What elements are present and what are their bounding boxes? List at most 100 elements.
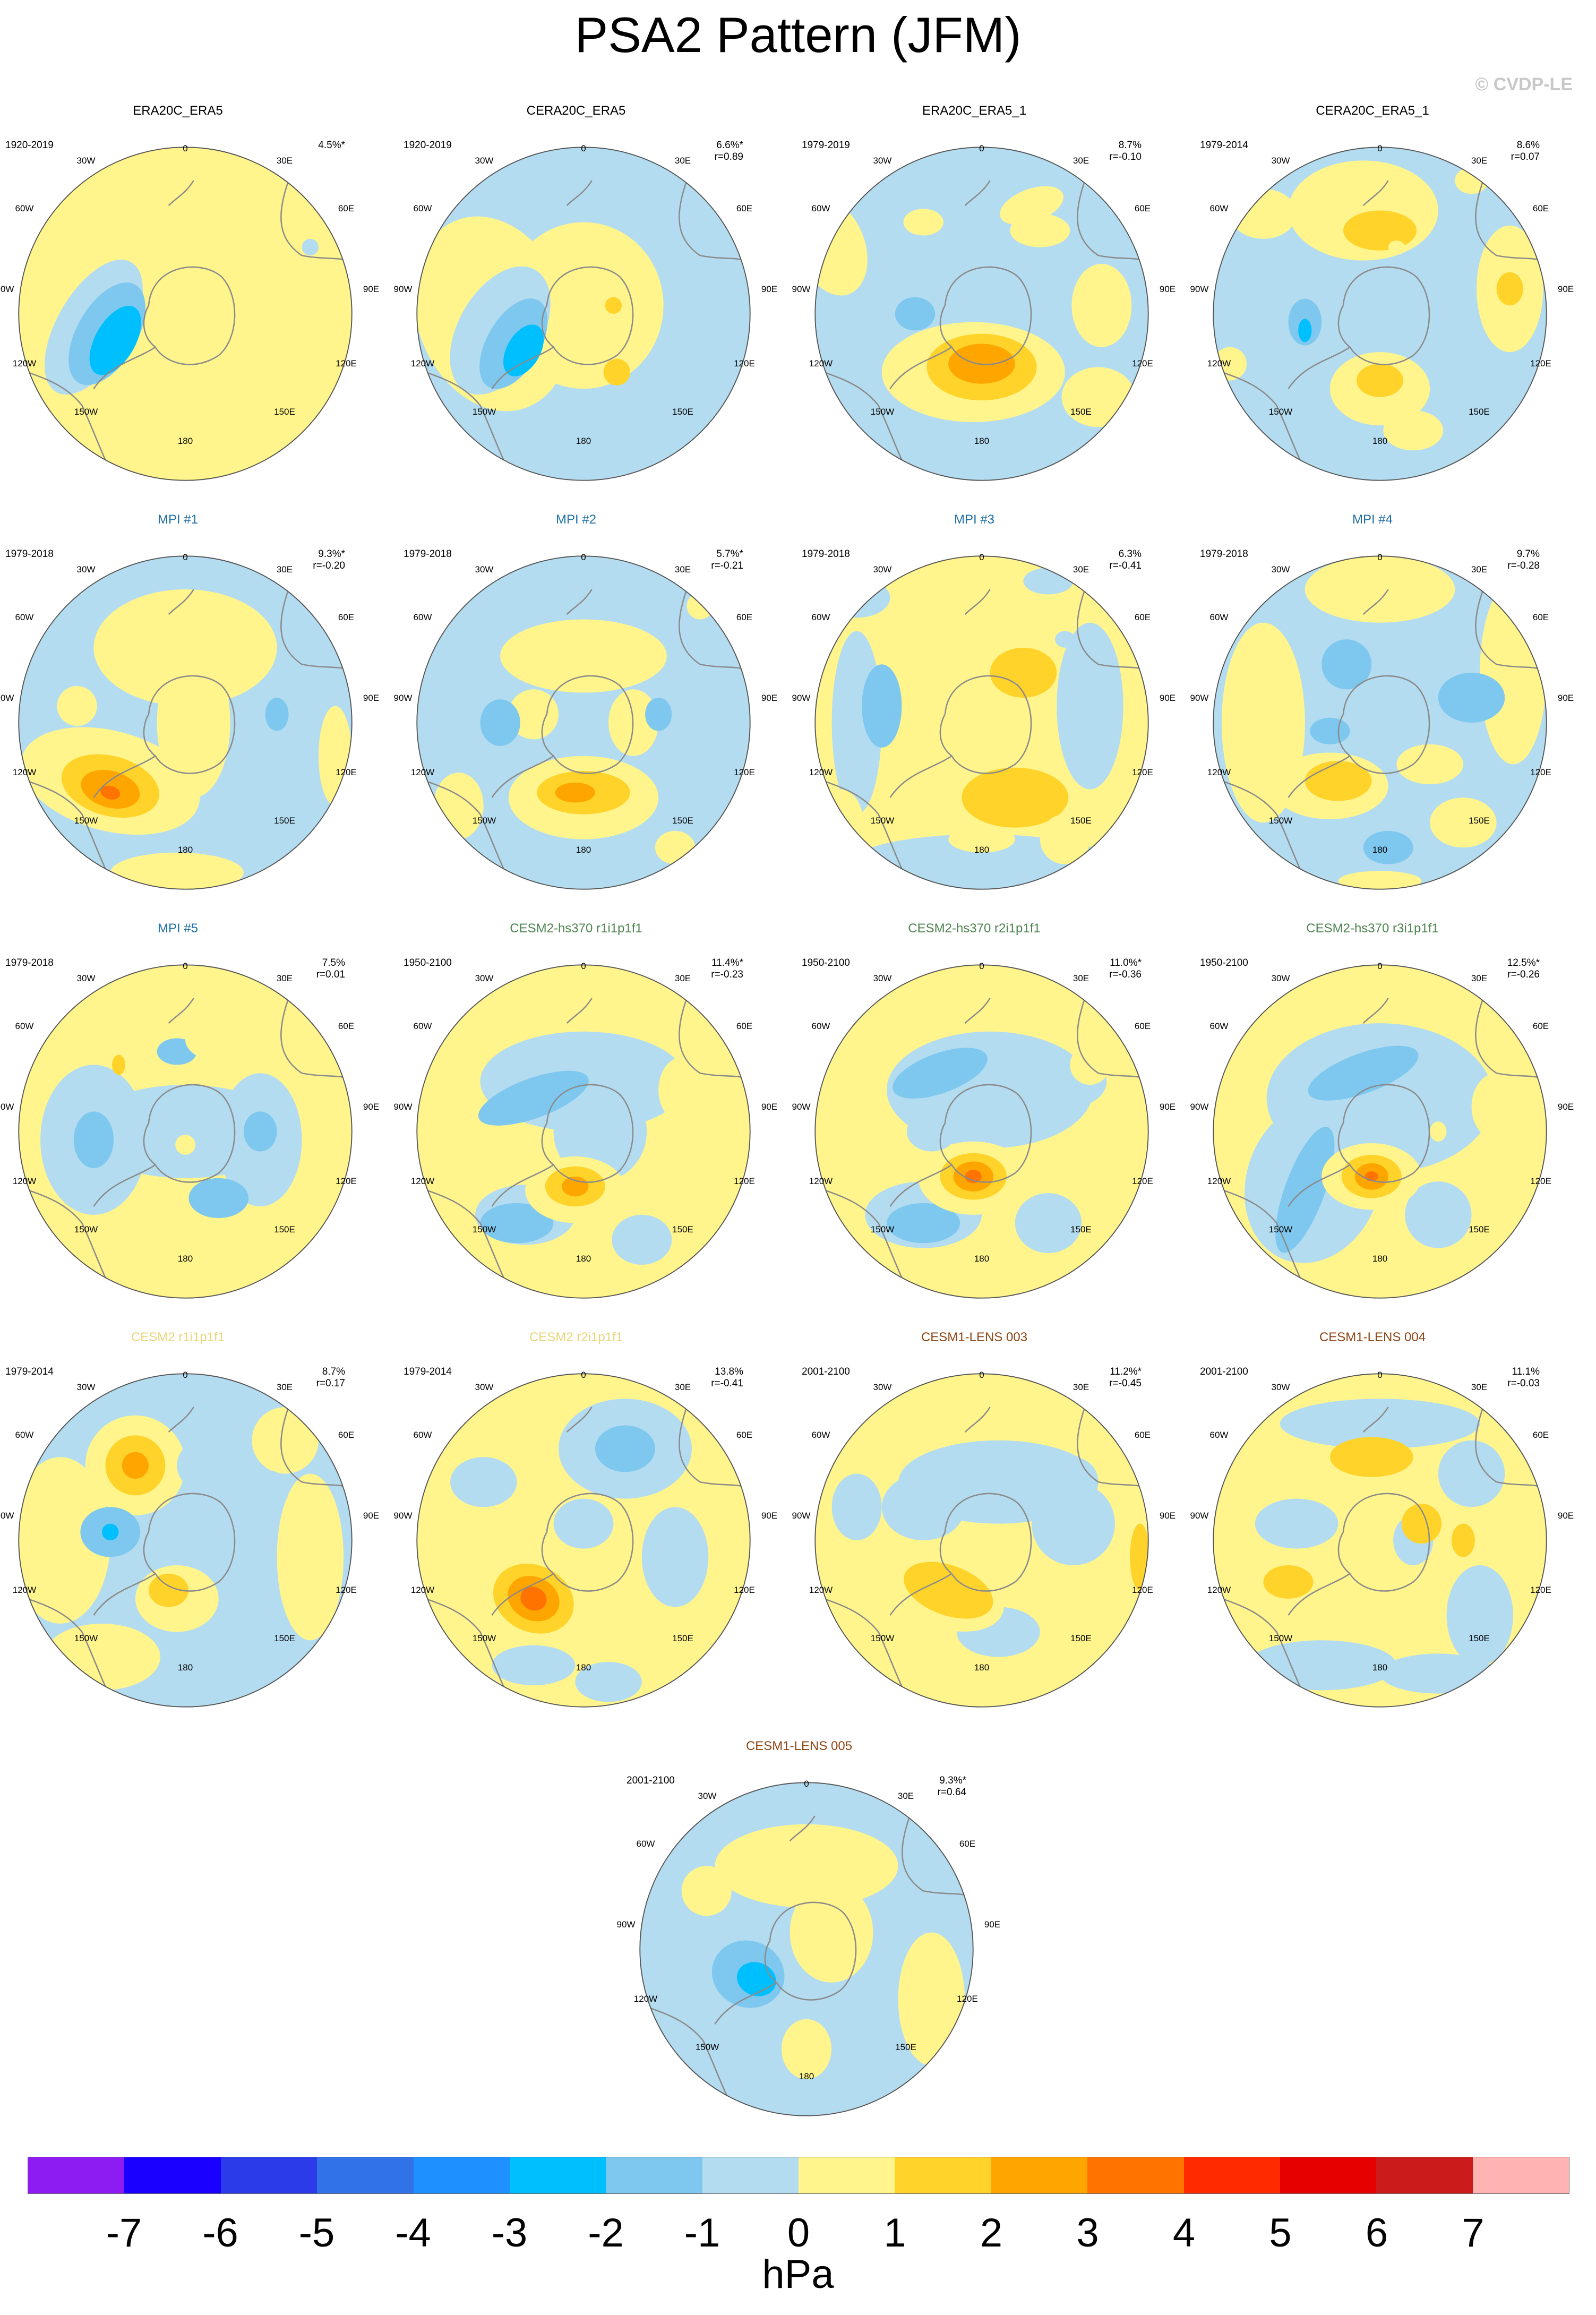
anomaly-contour [903, 209, 943, 236]
colorbar-tick-label: -6 [202, 2210, 238, 2256]
longitude-label: 0 [183, 552, 188, 562]
panel-pattern-correlation: r=-0.45 [1109, 1378, 1142, 1389]
panel-pattern-correlation: r=-0.26 [1507, 969, 1540, 980]
south-america-coastline [27, 371, 116, 481]
anomaly-contour [188, 1178, 249, 1219]
anomaly-contour [612, 1214, 672, 1265]
panel-pattern-correlation: r=-0.03 [1507, 1378, 1540, 1389]
polar-map [416, 1373, 751, 1708]
antarctica-coastline [1288, 675, 1430, 798]
polar-map [416, 964, 751, 1299]
anomaly-contour [906, 1111, 957, 1152]
map-panel: CESM2-hs370 r2i1p1f1 1950-2100 11.0%* r=-0.… [792, 921, 1175, 1304]
longitude-label: 120E [1132, 1585, 1153, 1595]
antarctica-coastline [491, 266, 634, 389]
longitude-label: 0 [979, 552, 984, 562]
anomaly-contour [19, 1457, 110, 1624]
polar-map [1213, 964, 1547, 1299]
map-boundary [416, 1373, 751, 1708]
longitude-label: 90W [792, 284, 811, 294]
antarctica-coastline [491, 675, 634, 798]
south-america-coastline [27, 1189, 116, 1298]
longitude-label: 120E [1530, 767, 1551, 777]
new-zealand-coastline [964, 180, 991, 206]
south-america-coastline [27, 780, 116, 889]
longitude-label: 120W [1207, 767, 1231, 777]
anomaly-contour [1357, 364, 1403, 397]
south-america-coastline [823, 780, 913, 889]
longitude-label: 90E [984, 1919, 1001, 1930]
polar-map [18, 555, 353, 890]
longitude-label: 30W [475, 156, 494, 166]
longitude-label: 90E [1557, 284, 1574, 294]
anomaly-contour [595, 1425, 655, 1472]
longitude-label: 120E [734, 1176, 755, 1186]
panel-period: 1979-2014 [1200, 140, 1248, 151]
map-panel: CESM1-LENS 003 2001-2100 11.2%* r=-0.45 0 30E… [792, 1330, 1175, 1712]
longitude-label: 120W [809, 1176, 833, 1186]
anomaly-contour [1396, 744, 1463, 785]
longitude-label: 60W [1209, 1430, 1229, 1440]
longitude-label: 120E [1530, 358, 1551, 368]
anomaly-contour [641, 1507, 709, 1607]
longitude-label: 180 [576, 1254, 591, 1264]
panel-period: 1979-2018 [5, 548, 54, 560]
australia-coastline [280, 998, 352, 1082]
longitude-label: 60E [338, 1430, 355, 1440]
panel-percent-variance: 11.2%* [1110, 1366, 1142, 1377]
new-zealand-coastline [566, 180, 593, 206]
longitude-label: 30W [873, 1382, 892, 1392]
anomaly-contour [1430, 1121, 1447, 1142]
map-panel: ERA20C_ERA5 1920-2019 4.5%* 0 30E 60E 90E 120E 1… [0, 104, 379, 486]
new-zealand-coastline [964, 589, 991, 615]
panel-percent-variance: 8.7% [322, 1366, 345, 1377]
longitude-label: 90W [616, 1919, 636, 1930]
map-panel: MPI #2 1979-2018 5.7%* r=-0.21 0 30E 60E 90E 120… [394, 512, 777, 895]
colorbar-tick-label: 3 [1076, 2210, 1099, 2256]
longitude-label: 60W [15, 203, 34, 213]
colorbar-tick-label: -5 [298, 2210, 335, 2256]
australia-coastline [902, 1815, 973, 1900]
longitude-label: 150E [274, 407, 295, 417]
longitude-label: 120E [957, 1994, 978, 2004]
panel-percent-variance: 11.1% [1512, 1366, 1540, 1377]
antarctica-coastline [93, 1084, 236, 1207]
longitude-label: 90E [363, 1102, 380, 1112]
south-america-coastline [425, 1598, 514, 1707]
panel-title: CESM2-hs370 r3i1p1f1 [1306, 921, 1439, 936]
panel-percent-variance: 7.5% [322, 957, 345, 968]
longitude-label: 120E [1530, 1176, 1551, 1186]
longitude-label: 60W [811, 1021, 830, 1031]
panel-period: 1979-2014 [5, 1366, 54, 1377]
anomaly-contour [1310, 717, 1350, 744]
longitude-label: 60E [1134, 612, 1151, 622]
map-panel: CESM2 r1i1p1f1 1979-2014 8.7% r=0.17 0 30E 60E… [0, 1330, 379, 1712]
panel-title: MPI #4 [1352, 512, 1393, 527]
anomaly-contour [1010, 213, 1070, 247]
longitude-label: 180 [974, 436, 990, 446]
antarctica-coastline [889, 1493, 1032, 1616]
anomaly-contour [1061, 367, 1135, 427]
colorbar-swatch [1280, 2157, 1377, 2193]
longitude-label: 90E [761, 284, 778, 294]
longitude-label: 0 [1377, 1370, 1383, 1380]
new-zealand-coastline [168, 589, 194, 615]
longitude-label: 60W [413, 1430, 432, 1440]
antarctica-coastline [93, 1493, 236, 1616]
australia-coastline [1475, 589, 1547, 673]
anomaly-contour [1363, 830, 1413, 864]
longitude-label: 30E [276, 973, 293, 983]
anomaly-contour [605, 297, 622, 314]
colorbar-swatch [606, 2157, 702, 2193]
colorbar-unit: hPa [762, 2252, 834, 2297]
longitude-label: 120E [734, 1585, 755, 1595]
anomaly-contour [881, 1473, 965, 1540]
longitude-label: 60E [1134, 1021, 1151, 1031]
panel-period: 1979-2019 [802, 140, 850, 151]
longitude-label: 30E [897, 1791, 914, 1801]
longitude-label: 150E [1469, 407, 1490, 417]
anomaly-contour [248, 1470, 289, 1511]
australia-coastline [679, 180, 750, 264]
longitude-label: 60W [413, 612, 432, 622]
longitude-label: 90W [393, 1102, 413, 1112]
